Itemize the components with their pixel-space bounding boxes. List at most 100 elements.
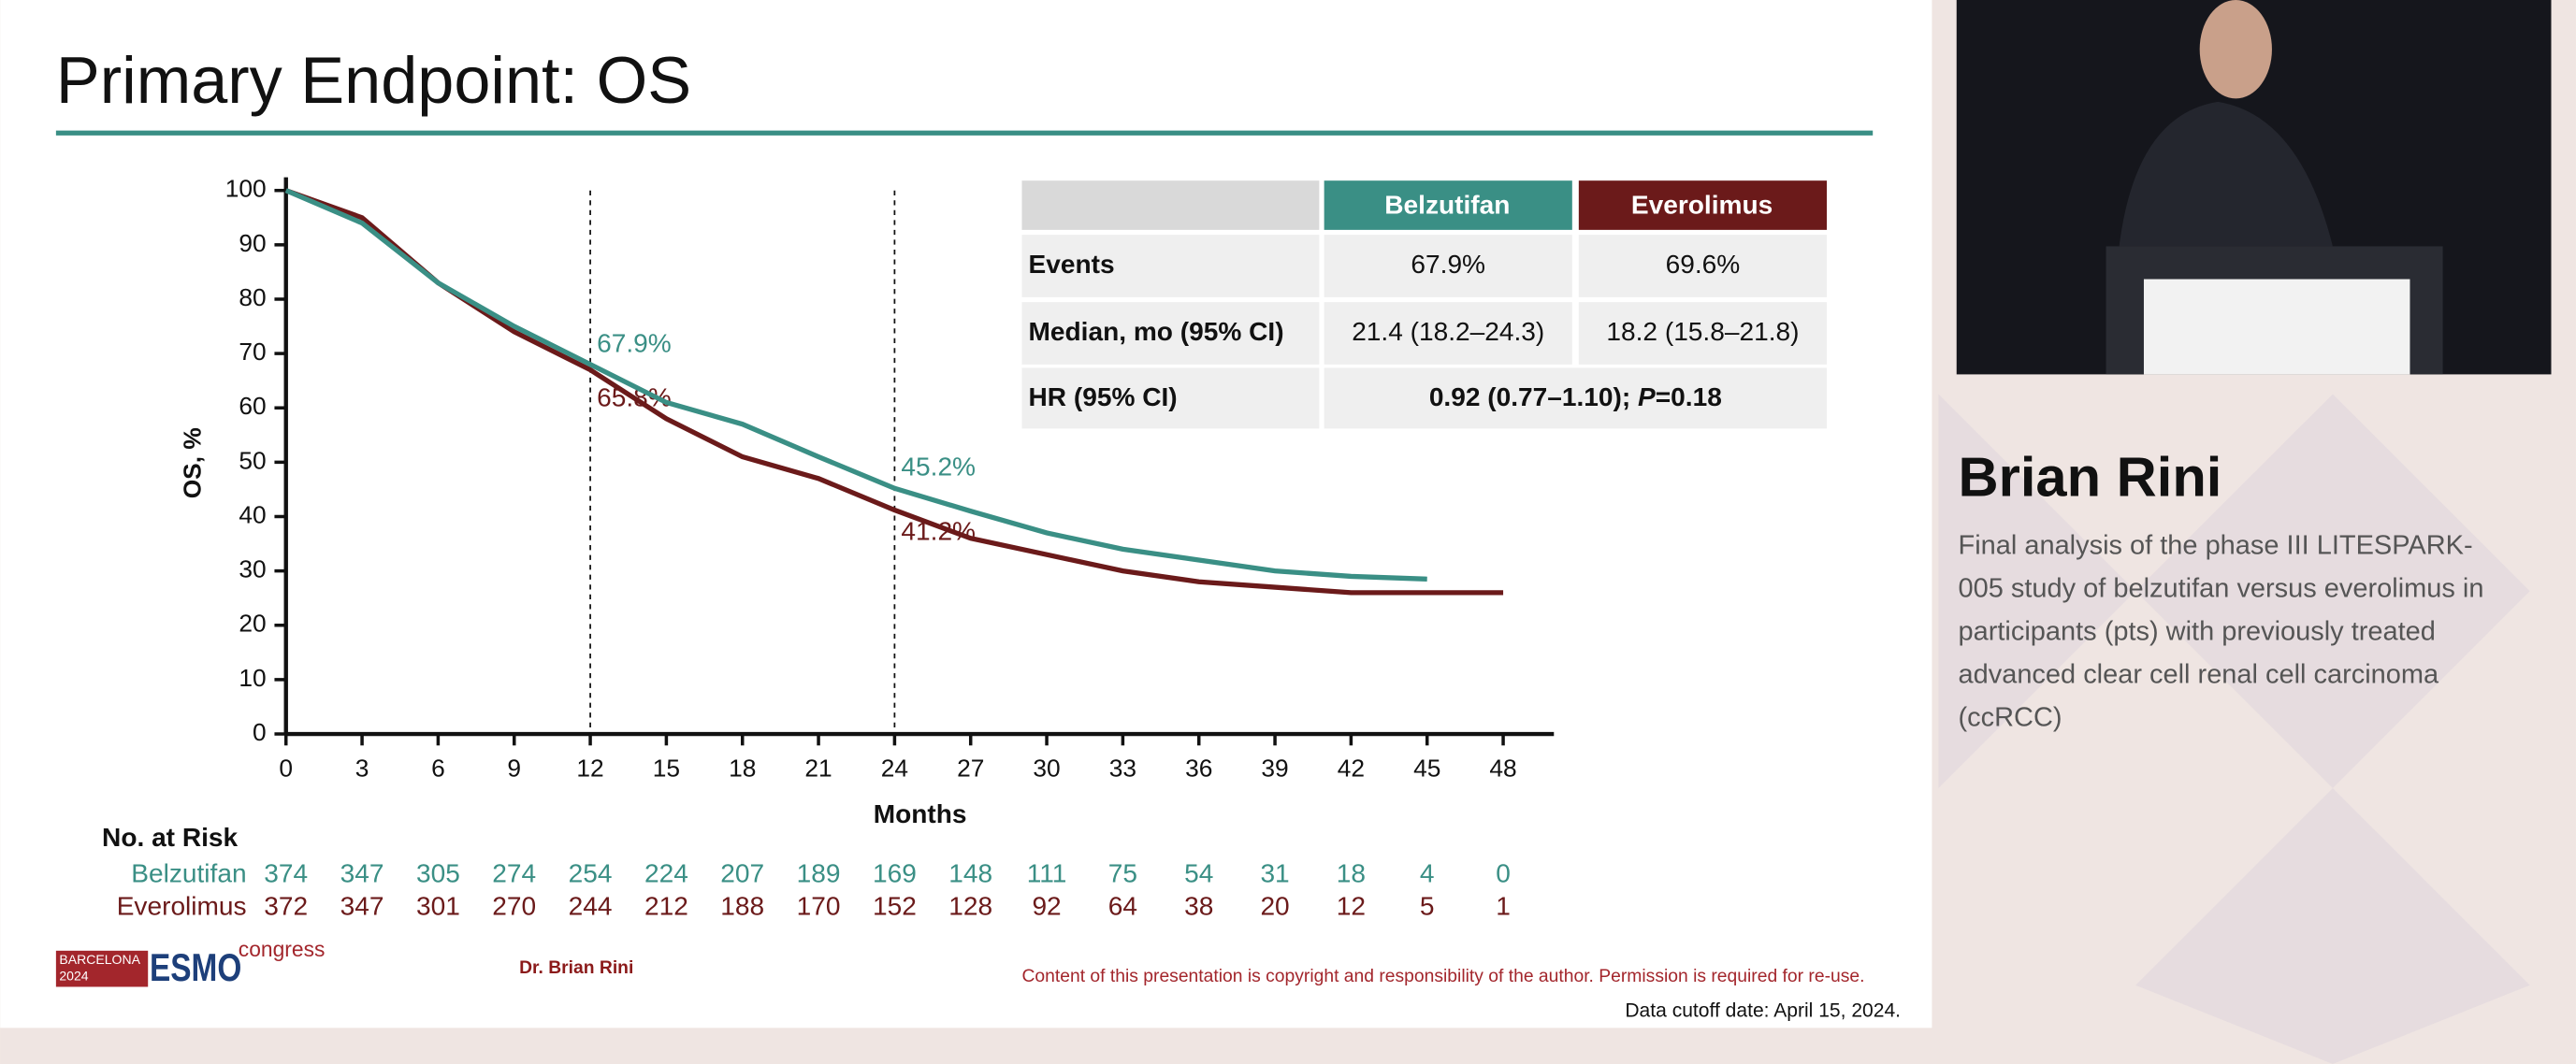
table-cell: [1021, 367, 1320, 429]
risk-count: 92: [1032, 892, 1061, 921]
y-tick-label: 50: [239, 446, 266, 474]
risk-count: 170: [797, 892, 841, 921]
y-tick-label: 40: [239, 500, 266, 528]
table-row-label: HR (95% CI): [1029, 382, 1178, 411]
x-tick-label: 21: [804, 755, 832, 783]
table-cell: [1324, 367, 1828, 429]
speaker-name: Brian Rini: [1959, 445, 2222, 508]
y-tick-label: 10: [239, 664, 266, 692]
table-header: Belzutifan: [1384, 191, 1510, 220]
table-value: 21.4 (18.2–24.3): [1352, 317, 1544, 346]
risk-count: 305: [416, 858, 460, 887]
slide: [0, 0, 1932, 1028]
x-tick-label: 36: [1185, 755, 1212, 783]
risk-count: 244: [569, 892, 613, 921]
table-value: 67.9%: [1411, 250, 1485, 279]
risk-count: 372: [264, 892, 308, 921]
risk-count: 54: [1184, 858, 1213, 887]
annotation: 45.2%: [901, 453, 976, 482]
speaker-description: 005 study of belzutifan versus everolimu…: [1959, 573, 2484, 603]
risk-count: 38: [1184, 892, 1213, 921]
y-tick-label: 80: [239, 283, 266, 311]
risk-count: 20: [1260, 892, 1289, 921]
speaker-head: [2199, 0, 2272, 99]
table-cell: [1021, 302, 1320, 365]
risk-count: 188: [720, 892, 764, 921]
p-value: =0.18: [1656, 382, 1722, 411]
risk-count: 5: [1420, 892, 1435, 921]
risk-count: 75: [1108, 858, 1137, 887]
logo-year: 2024: [59, 969, 88, 984]
risk-count: 254: [569, 858, 613, 887]
risk-count: 4: [1420, 858, 1435, 887]
speaker-description: advanced clear cell renal cell carcinoma: [1959, 659, 2440, 689]
risk-count: 111: [1027, 858, 1067, 887]
speaker-body: [2119, 101, 2333, 247]
y-tick-label: 30: [239, 555, 266, 583]
risk-count: 224: [644, 858, 688, 887]
risk-count: 64: [1108, 892, 1137, 921]
table-header: Everolimus: [1631, 191, 1773, 220]
x-tick-label: 48: [1489, 755, 1516, 783]
bg-pattern: [1938, 394, 2530, 1064]
table-value: 69.6%: [1666, 250, 1741, 279]
x-tick-label: 39: [1261, 755, 1288, 783]
y-tick-label: 90: [239, 229, 266, 257]
presenter-footer: Dr. Brian Rini: [519, 958, 633, 978]
risk-count: 31: [1260, 858, 1289, 887]
km-curve: [284, 188, 1504, 596]
x-tick-label: 12: [576, 755, 603, 783]
x-tick-label: 27: [957, 755, 984, 783]
slide-title: Primary Endpoint: OS: [56, 43, 691, 117]
x-tick-label: 3: [355, 755, 369, 783]
risk-count: 347: [340, 892, 384, 921]
x-tick-label: 15: [653, 755, 680, 783]
x-tick-label: 0: [279, 755, 293, 783]
table-cell: [1021, 235, 1320, 297]
x-tick-label: 6: [431, 755, 445, 783]
hr-value: 0.92 (0.77–1.10); P=0.18: [1429, 382, 1722, 411]
logo-box: [55, 950, 149, 987]
risk-count: 374: [264, 858, 308, 887]
risk-count: 12: [1337, 892, 1366, 921]
logo-suffix: congress: [239, 937, 326, 961]
x-axis-label: Months: [874, 799, 967, 828]
risk-count: 207: [720, 858, 764, 887]
risk-count: 0: [1496, 858, 1511, 887]
risk-count: 152: [873, 892, 917, 921]
table-row-label: Events: [1029, 250, 1115, 279]
logo-city: BARCELONA: [59, 952, 140, 967]
y-axis-label: OS, %: [178, 427, 206, 498]
risk-row-name: Belzutifan: [131, 858, 246, 887]
table-corner: [1021, 180, 1320, 230]
risk-count: 128: [948, 892, 992, 921]
speaker-description: participants (pts) with previously treat…: [1959, 616, 2436, 646]
risk-count: 148: [948, 858, 992, 887]
table-row-label: Median, mo (95% CI): [1029, 317, 1284, 346]
speaker-description: (ccRCC): [1959, 703, 2062, 733]
table-cell: [1324, 302, 1572, 365]
risk-count: 18: [1337, 858, 1366, 887]
podium-sign: [2143, 279, 2410, 375]
table-cell: [1578, 302, 1828, 365]
risk-title: No. at Risk: [102, 823, 238, 852]
copyright: Content of this presentation is copyrigh…: [1022, 967, 1865, 986]
x-tick-label: 18: [729, 755, 756, 783]
x-tick-label: 24: [881, 755, 908, 783]
x-tick-label: 30: [1033, 755, 1060, 783]
table-header-cell: [1324, 180, 1572, 230]
risk-count: 274: [492, 858, 536, 887]
y-tick-label: 60: [239, 392, 266, 420]
table-cell: [1578, 235, 1828, 297]
logo-name: ESMO: [150, 945, 241, 989]
x-tick-label: 9: [507, 755, 521, 783]
table-value: 18.2 (15.8–21.8): [1606, 317, 1799, 346]
x-tick-label: 42: [1338, 755, 1365, 783]
x-tick-label: 33: [1109, 755, 1136, 783]
risk-count: 347: [340, 858, 384, 887]
risk-row-name: Everolimus: [117, 892, 247, 921]
risk-count: 169: [873, 858, 917, 887]
risk-count: 189: [797, 858, 841, 887]
